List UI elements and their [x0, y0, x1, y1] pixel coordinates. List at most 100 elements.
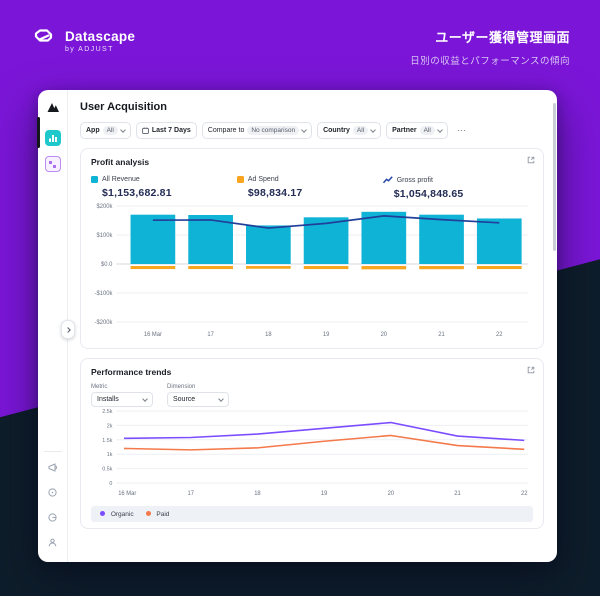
organic-dot-icon	[100, 511, 105, 517]
all-revenue-swatch	[91, 176, 98, 183]
chevron-down-icon	[218, 395, 224, 402]
chevron-right-icon	[64, 326, 71, 333]
kpi-legend: All Revenue $1,153,682.81 Ad Spend $98,8…	[91, 176, 533, 200]
date-range-label: Last 7 Days	[151, 127, 191, 134]
kpi-value: $1,054,848.65	[393, 188, 464, 200]
expand-panel-button[interactable]	[527, 366, 535, 374]
svg-text:1.5k: 1.5k	[102, 438, 112, 444]
svg-text:21: 21	[454, 491, 460, 497]
chevron-down-icon	[370, 126, 376, 133]
logout-icon[interactable]	[48, 509, 57, 527]
rail-divider	[43, 451, 62, 452]
svg-text:21: 21	[438, 332, 444, 338]
svg-text:17: 17	[187, 491, 193, 497]
compare-filter[interactable]: Compare to No comparison	[201, 122, 313, 139]
dashboard-content: User Acquisition App All Last 7 Days Com…	[68, 90, 557, 562]
svg-text:17: 17	[207, 332, 213, 338]
expand-panel-button[interactable]	[527, 156, 535, 164]
header-japanese: ユーザー獲得管理画面 日別の収益とパフォーマンスの傾向	[410, 27, 570, 67]
svg-text:16 Mar: 16 Mar	[118, 491, 136, 497]
svg-text:2.5k: 2.5k	[102, 409, 112, 415]
expand-icon	[527, 156, 535, 164]
metric-select[interactable]: Installs	[91, 392, 153, 407]
svg-text:18: 18	[265, 332, 272, 338]
profit-panel-title: Profit analysis	[91, 157, 150, 167]
legend-label: Organic	[110, 510, 134, 518]
profit-bar-chart: $200k $100k $0.0 -$100k -$200k 16 Mar 17 18 19 20…	[91, 200, 533, 342]
page-title: User Acquisition	[80, 101, 167, 113]
svg-text:$0.0: $0.0	[101, 262, 113, 268]
dashboard-window: User Acquisition App All Last 7 Days Com…	[37, 90, 557, 562]
kpi-value: $1,153,682.81	[102, 187, 172, 199]
bar-chart-icon	[48, 135, 57, 142]
announcements-icon[interactable]	[48, 459, 57, 477]
chart-controls: Metric Installs Dimension Source	[91, 384, 533, 407]
kpi-label: Ad Spend	[247, 176, 279, 183]
metric-label: Metric	[91, 384, 108, 390]
country-filter[interactable]: Country All	[317, 122, 382, 139]
more-filters-button[interactable]: ⋯	[456, 125, 467, 135]
sidebar-expand-button[interactable]	[61, 320, 75, 339]
compare-filter-label: Compare to	[207, 127, 245, 134]
brand-subtitle: by ADJUST	[65, 45, 114, 53]
svg-text:20: 20	[381, 332, 388, 338]
svg-text:22: 22	[521, 491, 527, 497]
legend-item-organic[interactable]: Organic	[100, 511, 134, 518]
kpi-gross-profit: Gross profit $1,054,848.65	[382, 176, 529, 200]
vertical-scrollbar[interactable]	[553, 103, 556, 251]
sidebar-item-reports[interactable]	[44, 130, 61, 146]
compare-filter-value: No comparison	[247, 126, 300, 135]
kpi-value: $98,834.17	[247, 187, 303, 199]
rail-active-indicator	[37, 117, 40, 148]
profit-analysis-panel: Profit analysis All Revenue $1,153,682.8…	[80, 148, 544, 349]
account-icon[interactable]	[48, 534, 57, 552]
performance-line-chart: 2.5k 2k 1.5k 1k 0.5k 0 16 Mar 17 18 19 20 21 22	[91, 407, 533, 501]
chevron-down-icon	[120, 126, 126, 133]
svg-text:$100k: $100k	[97, 233, 113, 239]
chevron-down-icon	[142, 395, 148, 402]
kpi-all-revenue: All Revenue $1,153,682.81	[91, 176, 237, 200]
sidebar-item-creatives[interactable]	[44, 156, 61, 172]
app-filter[interactable]: App All	[80, 122, 131, 139]
help-icon[interactable]	[48, 484, 57, 502]
chevron-down-icon	[301, 126, 307, 133]
svg-text:22: 22	[496, 332, 502, 338]
performance-trends-panel: Performance trends Metric Installs Dimen…	[80, 358, 544, 529]
svg-text:18: 18	[254, 491, 261, 497]
legend-item-paid[interactable]: Paid	[145, 510, 170, 518]
dimension-value: Source	[173, 396, 196, 403]
adjust-logo-icon	[46, 100, 60, 118]
partner-filter[interactable]: Partner All	[386, 122, 448, 139]
date-range-filter[interactable]: Last 7 Days	[135, 122, 197, 139]
chevron-down-icon	[437, 126, 443, 133]
dimension-select[interactable]: Source	[167, 392, 229, 407]
dimension-label: Dimension	[167, 384, 196, 390]
country-filter-label: Country	[323, 127, 350, 134]
partner-filter-value: All	[419, 126, 435, 135]
metric-value: Installs	[97, 396, 119, 403]
filter-bar: App All Last 7 Days Compare to No compar…	[80, 122, 544, 139]
svg-text:2k: 2k	[107, 423, 113, 429]
brand: Datascape by ADJUST	[32, 26, 135, 55]
grid-icon	[49, 160, 56, 168]
svg-text:-$200k: -$200k	[95, 320, 113, 326]
svg-text:$200k: $200k	[97, 204, 113, 210]
line-series-icon	[382, 176, 393, 184]
kpi-label: All Revenue	[102, 176, 140, 183]
legend-label: Paid	[156, 510, 170, 518]
svg-text:1k: 1k	[107, 452, 113, 458]
app-filter-value: All	[102, 126, 118, 135]
paid-dot-icon	[145, 511, 151, 517]
brand-name: Datascape	[65, 28, 136, 44]
kpi-ad-spend: Ad Spend $98,834.17	[236, 176, 383, 200]
svg-text:0.5k: 0.5k	[102, 467, 112, 473]
svg-text:-$100k: -$100k	[95, 291, 113, 297]
partner-filter-label: Partner	[392, 127, 417, 134]
svg-text:19: 19	[323, 332, 329, 338]
page-subheading-ja: 日別の収益とパフォーマンスの傾向	[410, 56, 570, 67]
performance-panel-title: Performance trends	[91, 367, 172, 377]
calendar-icon	[142, 127, 149, 134]
kpi-label: Gross profit	[396, 176, 433, 184]
app-filter-label: App	[86, 127, 100, 134]
svg-text:20: 20	[388, 491, 395, 497]
